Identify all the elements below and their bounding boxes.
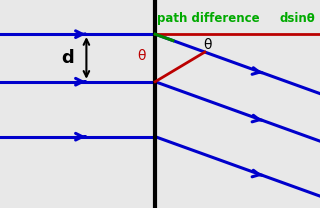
Text: dsinθ: dsinθ [280, 11, 316, 25]
Text: θ: θ [203, 38, 212, 52]
Text: d: d [61, 49, 74, 67]
Text: path difference: path difference [157, 11, 260, 25]
Text: θ: θ [138, 50, 146, 63]
